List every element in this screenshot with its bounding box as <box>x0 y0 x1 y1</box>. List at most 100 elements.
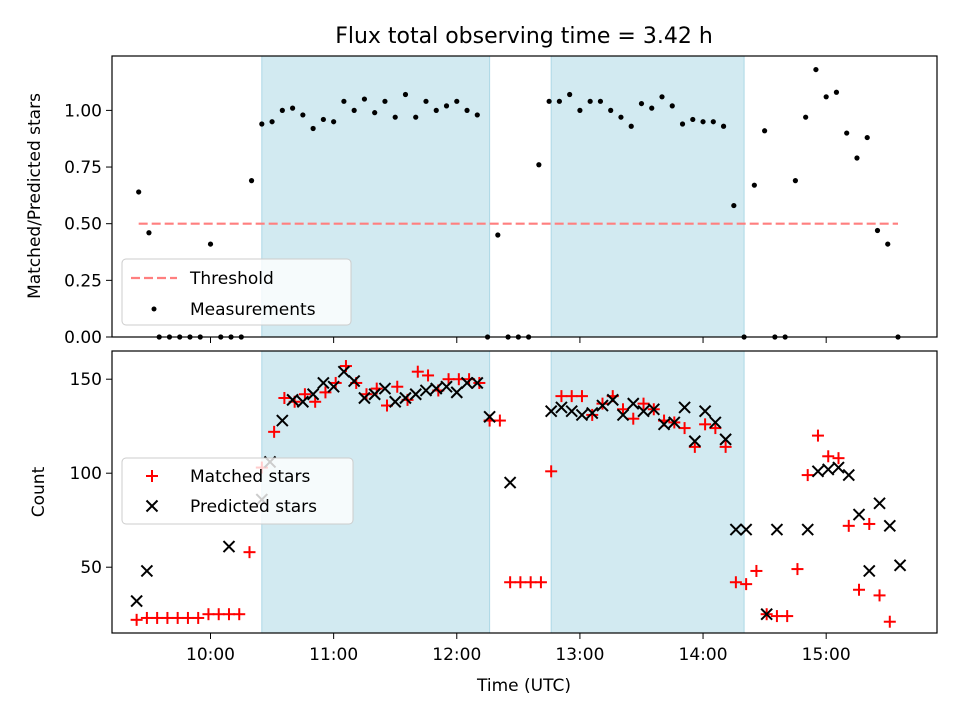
matched-point <box>534 576 547 589</box>
x-tick-label: 14:00 <box>679 645 728 665</box>
x-stroke <box>327 380 340 393</box>
predicted-point <box>688 435 702 448</box>
matched-point <box>637 397 650 410</box>
x-stroke <box>483 410 496 424</box>
x-stroke <box>286 393 299 407</box>
measurement-point <box>556 98 562 104</box>
x-stroke <box>616 408 630 422</box>
y-ticks: 50 100 150 <box>70 370 112 578</box>
measurement-point <box>392 114 398 120</box>
predicted-point <box>471 376 484 390</box>
predicted-point <box>368 388 381 401</box>
measurement-point <box>433 107 439 113</box>
x-stroke <box>503 476 517 489</box>
matched-point <box>750 564 763 577</box>
measurement-point <box>269 119 275 125</box>
x-stroke <box>222 540 236 553</box>
measurement-point <box>751 182 757 188</box>
matched-point <box>161 611 174 624</box>
x-stroke <box>440 380 453 393</box>
legend-predicted-label: Predicted stars <box>190 497 317 517</box>
predicted-point <box>389 395 402 408</box>
y-tick-label: 0.00 <box>64 328 102 348</box>
measurement-point <box>577 107 583 113</box>
matched-point <box>504 576 517 589</box>
predicted-point <box>627 397 640 410</box>
matched-point <box>202 608 215 621</box>
predicted-point <box>347 374 361 388</box>
x-stroke <box>873 497 886 510</box>
predicted-point <box>729 523 743 536</box>
matched-point <box>883 615 896 628</box>
measurement-point <box>638 100 645 107</box>
predicted-point <box>668 416 681 429</box>
matched-point <box>853 583 866 596</box>
x-tick-label: 15:00 <box>802 645 851 665</box>
predicted-point <box>327 380 340 393</box>
predicted-point <box>378 382 392 395</box>
measurement-point <box>372 110 378 116</box>
matched-point <box>130 613 143 626</box>
measurement-point <box>320 116 326 123</box>
predicted-point <box>606 393 619 407</box>
measurement-point <box>659 94 665 100</box>
chart-title: Flux total observing time = 3.42 h <box>335 24 713 49</box>
measurement-point <box>351 107 357 113</box>
x-stroke <box>586 406 599 420</box>
x-stroke <box>145 499 159 513</box>
legend-box <box>121 457 354 525</box>
top-panel: 0.00 0.25 0.50 0.75 1.00 Matched/Predicted s… <box>25 55 938 348</box>
predicted-point <box>698 404 712 418</box>
x-stroke <box>460 376 474 390</box>
legend-plus-marker <box>146 470 158 482</box>
legend-matched-swatch <box>146 470 158 482</box>
predicted-point <box>586 406 599 420</box>
measurement-point <box>454 98 460 104</box>
measurement-point <box>443 103 450 109</box>
legend-predicted-swatch <box>145 499 159 513</box>
matched-point <box>309 395 322 408</box>
measurement-point <box>310 125 316 132</box>
measurement-point <box>844 130 850 136</box>
legend-x-marker <box>145 499 159 513</box>
predicted-point <box>760 607 773 621</box>
y-axis-label: Count <box>29 466 49 517</box>
matched-point <box>627 412 640 425</box>
x-stroke <box>419 384 433 397</box>
x-stroke <box>565 404 578 418</box>
matched-point <box>181 611 194 624</box>
predicted-point <box>409 388 422 401</box>
x-stroke <box>832 461 845 474</box>
x-stroke <box>883 519 897 533</box>
measurement-point <box>402 91 409 98</box>
predicted-point <box>306 388 320 401</box>
x-stroke <box>688 435 702 448</box>
count-series <box>130 360 907 628</box>
x-stroke <box>627 397 640 410</box>
observing-interval <box>550 350 745 634</box>
matched-point <box>781 610 794 623</box>
measurement-point <box>259 121 265 127</box>
measurement-point <box>720 123 727 129</box>
legend-measurements-swatch <box>151 306 157 312</box>
legend: Threshold Measurements <box>121 258 352 326</box>
measurement-point <box>803 114 809 120</box>
predicted-point <box>430 382 443 395</box>
x-stroke <box>409 388 422 401</box>
measurement-point <box>823 94 829 100</box>
matched-point <box>524 576 537 589</box>
x-stroke <box>389 395 402 408</box>
predicted-point <box>130 594 143 608</box>
x-axis-label: Time (UTC) <box>476 676 571 696</box>
measurement-point <box>341 98 347 104</box>
measurement-point <box>546 98 552 104</box>
x-stroke <box>863 564 876 578</box>
x-tick-label: 12:00 <box>432 645 481 665</box>
x-stroke <box>842 468 855 482</box>
x-tick-label: 11:00 <box>309 645 358 665</box>
x-stroke <box>337 365 351 378</box>
x-stroke <box>347 374 361 388</box>
measurement-point <box>864 134 870 141</box>
measurement-point <box>649 105 655 111</box>
matched-point <box>212 608 225 621</box>
